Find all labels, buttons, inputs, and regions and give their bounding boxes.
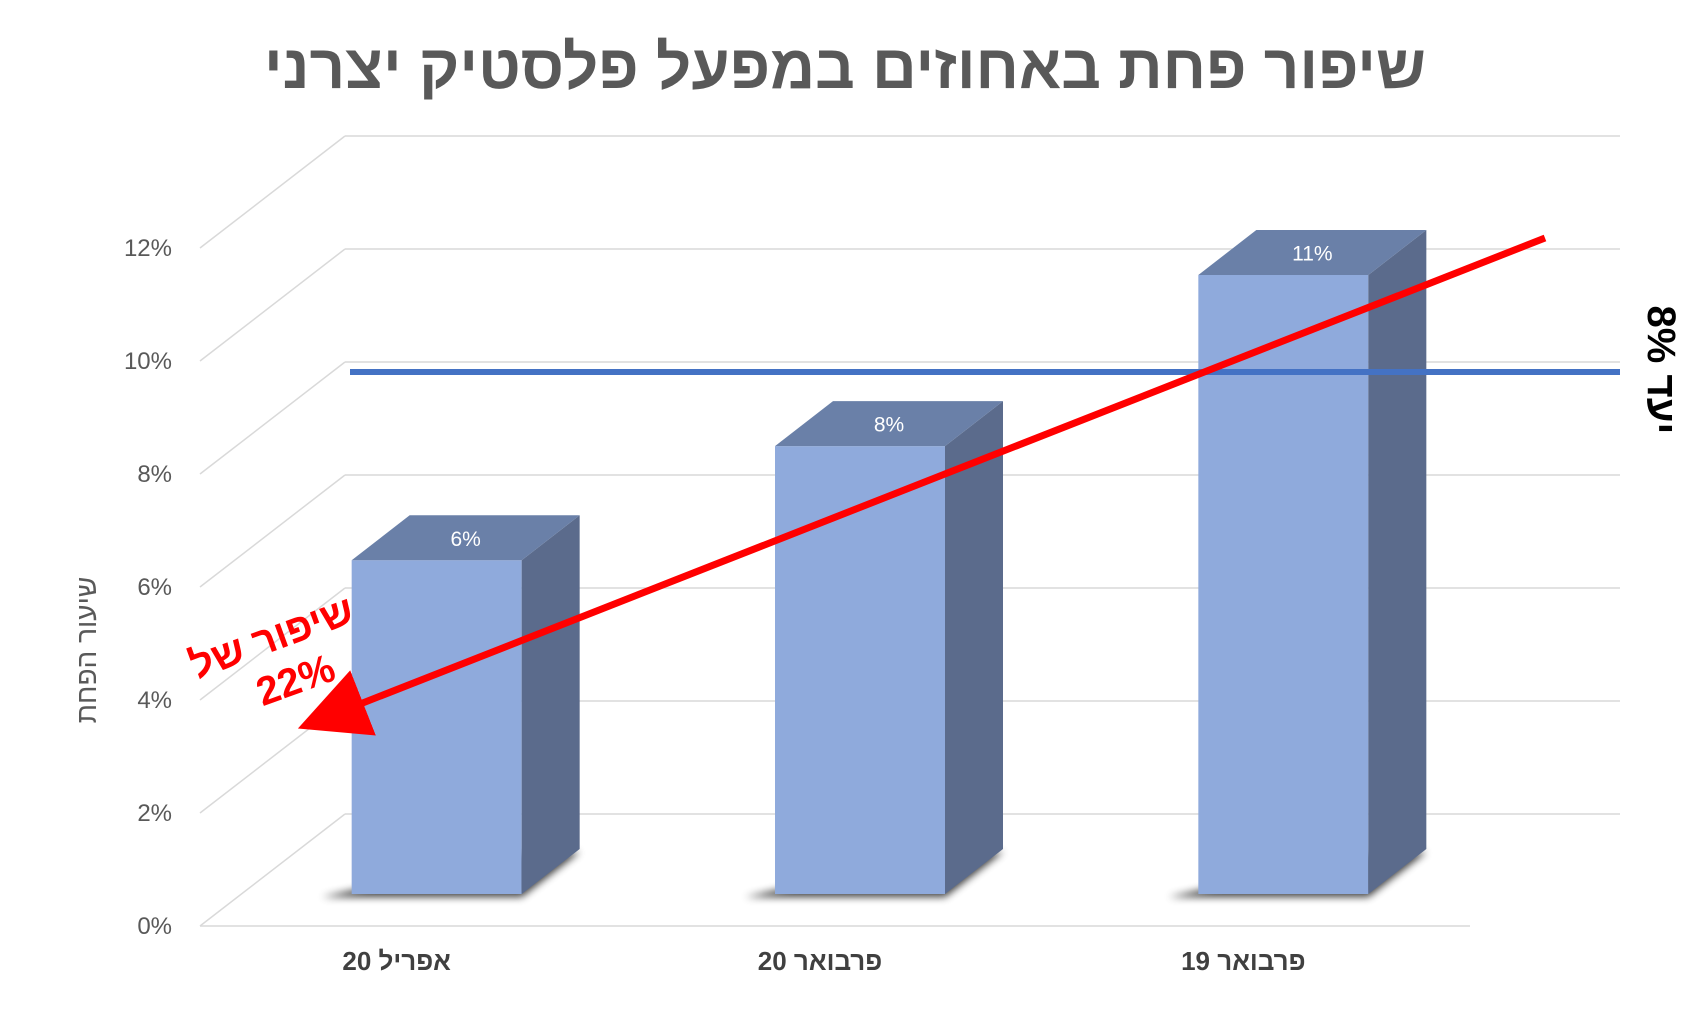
gridline-diagonal: [199, 813, 346, 927]
y-axis-ticks: 0% 2% 4% 6% 8% 10% 12%: [124, 235, 172, 940]
trend-arrow: [297, 234, 1547, 736]
gridline-diagonal: [199, 587, 346, 701]
gridline-diagonal: [199, 474, 346, 588]
x-category-label: פרבואר 20: [758, 946, 883, 976]
gridline-diagonal: [199, 700, 346, 814]
gridline-diagonal: [199, 248, 346, 362]
bar-front: [351, 560, 522, 894]
y-axis-label: שיעור הפחת: [71, 577, 102, 724]
bar-data-label: 11%: [1292, 243, 1332, 266]
chart-title: שיפור פחת באחוזים במפעל פלסטיק יצרני: [264, 33, 1426, 102]
bars: 6% 8% 11%: [351, 230, 1427, 894]
y-tick-label: 10%: [124, 348, 172, 375]
bar-data-label: 8%: [874, 414, 904, 437]
bar-data-label: 6%: [450, 528, 480, 551]
bar-top: [351, 515, 580, 561]
gridline-diagonal: [199, 361, 346, 475]
x-category-label: אפריל 20: [342, 946, 451, 976]
y-tick-label: 6%: [137, 574, 172, 601]
y-tick-label: 0%: [137, 913, 172, 940]
bar-front: [775, 446, 945, 894]
bar-side: [1368, 230, 1427, 894]
y-tick-label: 4%: [137, 687, 172, 714]
bar-side: [521, 515, 580, 894]
bar-top: [1198, 230, 1427, 275]
y-tick-label: 2%: [137, 800, 172, 827]
bar-top: [775, 401, 1003, 447]
bar-side: [945, 401, 1003, 894]
x-axis-categories: אפריל 20 פרבואר 20 פרבואר 19: [342, 946, 1305, 976]
bar-front: [1198, 275, 1369, 894]
target-label: יעד 8%: [1639, 305, 1683, 434]
y-tick-label: 8%: [137, 461, 172, 488]
improvement-annotation: שיפור של 22%: [184, 588, 360, 715]
x-category-label: פרבואר 19: [1181, 946, 1306, 976]
gridline-diagonal: [199, 135, 346, 249]
y-tick-label: 12%: [124, 235, 172, 262]
